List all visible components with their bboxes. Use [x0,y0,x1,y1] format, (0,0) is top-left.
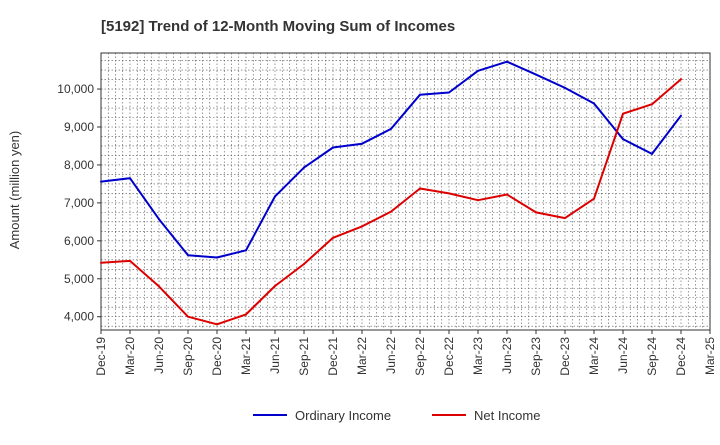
data-point [477,69,479,72]
x-tick-label: Jun-21 [268,337,282,374]
x-tick-label: Mar-20 [123,337,137,375]
y-tick-label: 9,000 [64,120,94,134]
data-point [564,86,566,89]
data-point [332,236,334,239]
x-tick-label: Jun-20 [152,337,166,374]
data-point [216,256,218,259]
legend-label: Ordinary Income [295,408,391,423]
x-tick-label: Mar-21 [239,337,253,375]
data-point [419,93,421,96]
data-point [245,249,247,252]
data-point [100,261,102,264]
y-tick-label: 6,000 [64,234,94,248]
x-tick-label: Dec-19 [94,337,108,376]
x-tick-label: Sep-21 [297,337,311,376]
legend: Ordinary Income Net Income [253,408,540,423]
data-point [477,199,479,202]
x-tick-label: Mar-25 [703,337,717,375]
data-point [332,146,334,149]
x-tick-label: Mar-24 [587,337,601,375]
data-point [274,284,276,287]
y-axis-label: Amount (million yen) [7,131,22,250]
x-tick-label: Mar-23 [471,337,485,375]
x-tick-label: Jun-24 [616,337,630,374]
data-point [158,218,160,221]
data-point [390,210,392,213]
data-point [361,225,363,228]
data-point [564,217,566,220]
data-point [158,285,160,288]
data-point [129,259,131,262]
x-tick-label: Dec-22 [442,337,456,376]
x-tick-label: Mar-22 [355,337,369,375]
data-point [622,112,624,115]
data-point [100,180,102,183]
data-point [274,195,276,198]
data-point [506,60,508,63]
data-point [651,152,653,155]
data-point [680,78,682,81]
x-tick-label: Sep-23 [529,337,543,376]
data-point [187,254,189,257]
data-point [448,91,450,94]
x-tick-label: Dec-24 [674,337,688,376]
x-tick-label: Jun-22 [384,337,398,374]
y-tick-label: 7,000 [64,196,94,210]
x-tick-label: Dec-20 [210,337,224,376]
data-point [651,103,653,106]
data-point [622,138,624,141]
y-tick-label: 5,000 [64,272,94,286]
chart-title: [5192] Trend of 12-Month Moving Sum of I… [101,18,455,35]
data-point [535,73,537,76]
grid [100,53,710,330]
axes: 4,000 5,000 6,000 7,000 8,000 9,000 10,000 Dec-… [57,52,717,376]
x-tick-label: Sep-24 [645,337,659,376]
data-point [129,177,131,180]
data-point [593,197,595,200]
data-point [593,102,595,105]
x-tick-label: Sep-20 [181,337,195,376]
y-tick-label: 4,000 [64,310,94,324]
y-tick-label: 10,000 [57,82,94,96]
x-tick-label: Sep-22 [413,337,427,376]
legend-label: Net Income [474,408,540,423]
data-point [535,211,537,214]
data-point [303,166,305,169]
data-point [303,262,305,265]
y-tick-label: 8,000 [64,158,94,172]
data-point [390,127,392,130]
data-point [245,313,247,316]
data-point [361,142,363,145]
data-point [506,193,508,196]
data-point [419,187,421,190]
x-tick-label: Dec-23 [558,337,572,376]
data-point [187,315,189,318]
data-point [680,114,682,117]
data-point [216,323,218,326]
x-tick-label: Dec-21 [326,337,340,376]
series-lines [100,60,682,326]
plot-border [100,52,711,331]
x-tick-label: Jun-23 [500,337,514,374]
data-point [448,192,450,195]
